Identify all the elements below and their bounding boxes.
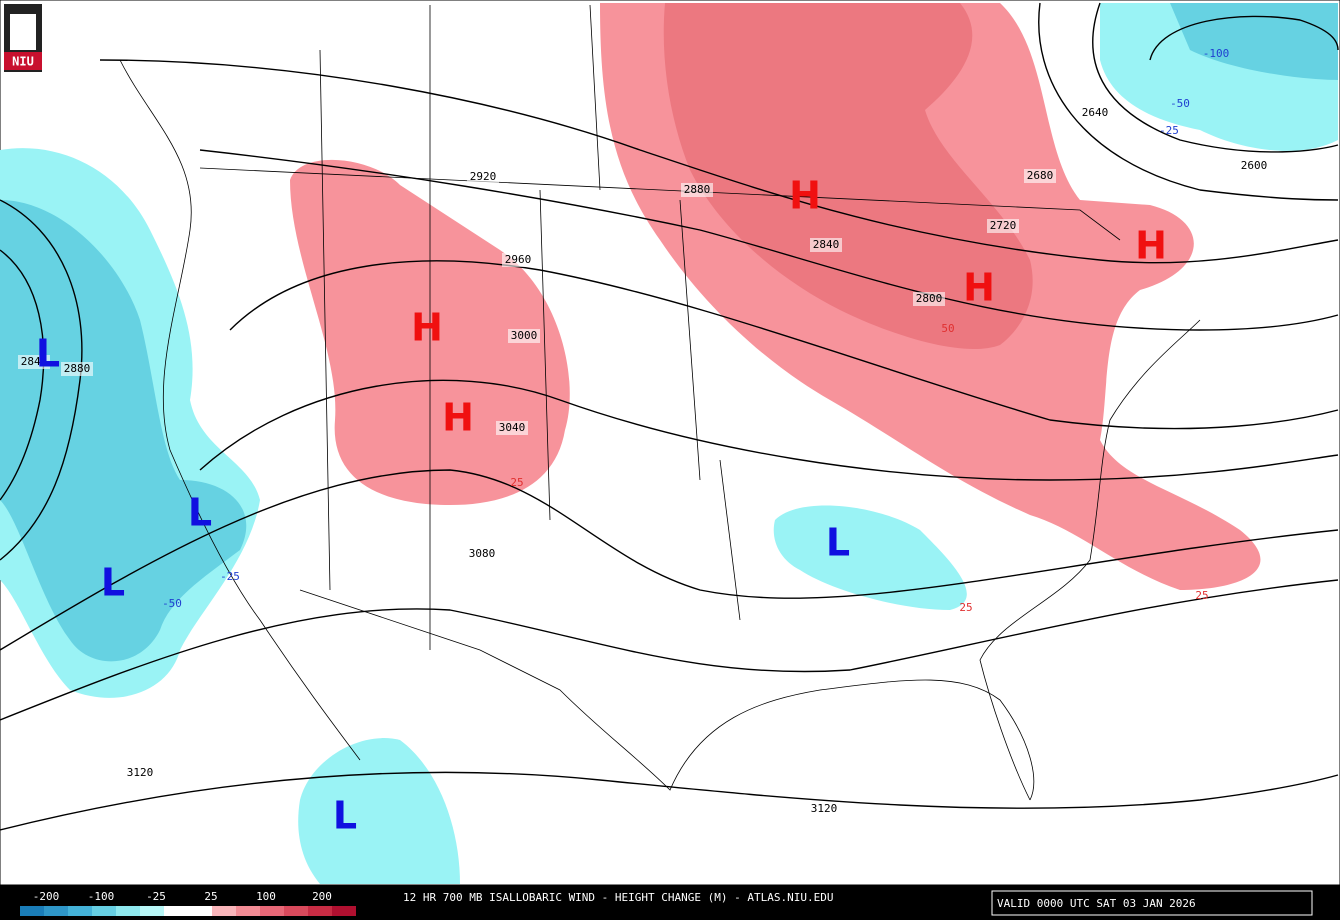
legend-swatch (260, 906, 284, 916)
change-label: 25 (1195, 589, 1208, 602)
legend-label: 200 (312, 890, 332, 903)
pressure-center: L (826, 521, 850, 565)
legend-swatch (68, 906, 92, 916)
contour-label: 2680 (1027, 169, 1054, 182)
contours (0, 2, 1339, 831)
change-label: -50 (1170, 97, 1190, 110)
contour-label: 2600 (1241, 159, 1268, 172)
pressure-center: H (442, 396, 474, 440)
contour-label: 3120 (811, 802, 838, 815)
contour-label-bg (913, 292, 945, 306)
contour-label-bg (1079, 106, 1111, 120)
contour-label-bg (18, 355, 50, 369)
pressure-center: L (36, 332, 60, 376)
contour-label-bg (466, 547, 498, 561)
valid-box (991, 890, 1313, 916)
change-label: -50 (162, 597, 182, 610)
pressure-center: L (333, 794, 357, 838)
legend-swatch (188, 906, 212, 916)
contour-label-bg (1238, 159, 1270, 173)
contour-label-bg (810, 238, 842, 252)
legend-swatch (116, 906, 140, 916)
pressure-center: H (789, 174, 821, 218)
change-label: 50 (941, 322, 954, 335)
legend-swatch (212, 906, 236, 916)
contour-label: 2840 (813, 238, 840, 251)
contour-label: 2640 (1082, 106, 1109, 119)
legend-label: 25 (204, 890, 217, 903)
change-label: 25 (959, 601, 972, 614)
contour-label: 3000 (511, 329, 538, 342)
legend-swatch (20, 906, 44, 916)
legend-label: 100 (256, 890, 276, 903)
change-label: 25 (510, 476, 523, 489)
contour-label-bg (808, 802, 840, 816)
contour-label: 3120 (127, 766, 154, 779)
contour-label: 2840 (21, 355, 48, 368)
contour-label: 2960 (505, 253, 532, 266)
contour-label-bg (467, 170, 499, 184)
contour-label: 2880 (64, 362, 91, 375)
contour-label-bg (496, 421, 528, 435)
contour-label: 2720 (990, 219, 1017, 232)
contour-label-bg (681, 183, 713, 197)
pressure-center: L (101, 561, 125, 605)
contour-label-bg (61, 362, 93, 376)
legend-label: -25 (146, 890, 166, 903)
legend-swatch (332, 906, 356, 916)
contour-label-bg (124, 766, 156, 780)
change-label: -25 (220, 570, 240, 583)
pressure-center: L (188, 491, 212, 535)
pressure-center: H (963, 266, 995, 310)
contour-label-bg (502, 253, 534, 267)
legend-swatch (236, 906, 260, 916)
contour-label: 2800 (916, 292, 943, 305)
change-label: -25 (1159, 124, 1179, 137)
shading (0, 3, 1338, 884)
contour-label-bg (508, 329, 540, 343)
legend-swatch (308, 906, 332, 916)
legend-label: -100 (88, 890, 115, 903)
legend-swatch (92, 906, 116, 916)
legend-swatch (164, 906, 188, 916)
valid-time: VALID 0000 UTC SAT 03 JAN 2026 (997, 897, 1196, 910)
contour-label: 3040 (499, 421, 526, 434)
pressure-center: H (411, 306, 443, 350)
legend-label: -200 (33, 890, 60, 903)
logo-text: NIU (12, 55, 34, 69)
footer-title: 12 HR 700 MB ISALLOBARIC WIND - HEIGHT C… (403, 891, 833, 904)
change-label: -100 (1203, 47, 1230, 60)
logo: NIU (4, 4, 42, 72)
contour-label: 2880 (684, 183, 711, 196)
legend-swatch (284, 906, 308, 916)
legend-swatch (44, 906, 68, 916)
contour-label: 2920 (470, 170, 497, 183)
contour-label: 3080 (469, 547, 496, 560)
legend-swatch (140, 906, 164, 916)
contour-label-bg (1024, 169, 1056, 183)
pressure-center: H (1135, 224, 1167, 268)
contour-label-bg (987, 219, 1019, 233)
